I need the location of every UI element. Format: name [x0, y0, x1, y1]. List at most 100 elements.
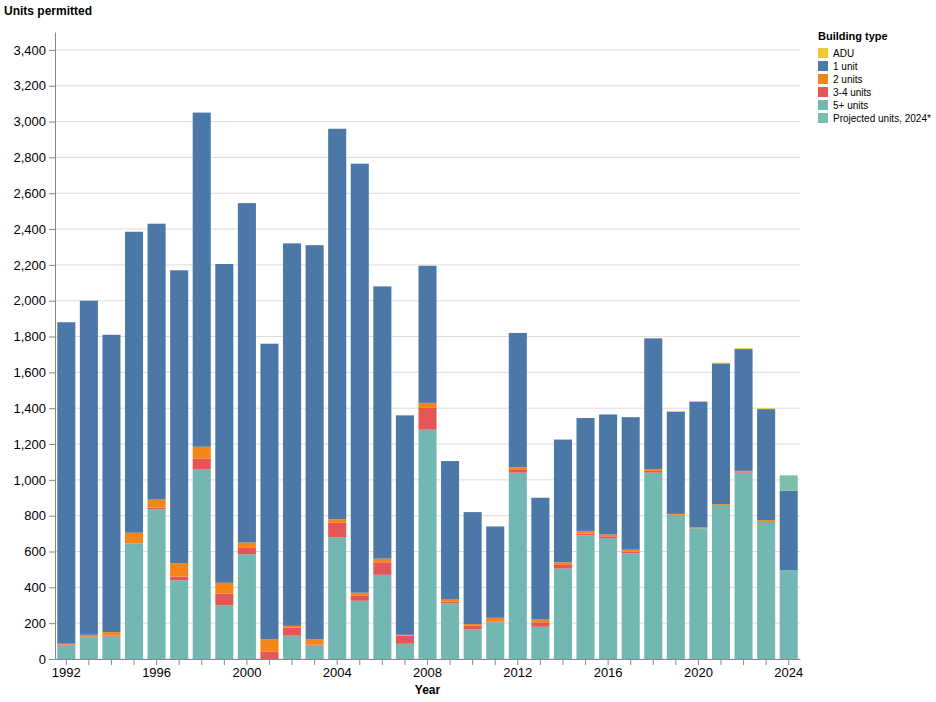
- y-tick-mark: [49, 516, 55, 517]
- x-tick-label: 2008: [413, 665, 442, 680]
- grid-line: [55, 229, 800, 230]
- bar-segment: [531, 498, 549, 620]
- x-tick-mark: [562, 659, 563, 665]
- bar-segment: [757, 408, 775, 410]
- bar-segment: [486, 618, 504, 622]
- bar-segment: [441, 599, 459, 602]
- grid-line: [55, 264, 800, 265]
- bar-segment: [509, 473, 527, 659]
- bar-segment: [554, 440, 572, 563]
- bar-segment: [667, 515, 685, 659]
- legend-label: ADU: [833, 48, 854, 59]
- bar-segment: [215, 594, 233, 606]
- bar-segment: [757, 522, 775, 659]
- grid-line: [55, 121, 800, 122]
- bar-segment: [599, 536, 617, 538]
- legend-swatch: [818, 61, 828, 71]
- bar-segment: [283, 628, 301, 636]
- bar-segment: [418, 403, 436, 407]
- legend-swatch: [818, 113, 828, 123]
- bar-segment: [215, 583, 233, 594]
- bar-segment: [215, 263, 233, 264]
- bar-segment: [260, 639, 278, 652]
- x-tick: [179, 659, 180, 665]
- x-tick-mark: [314, 659, 315, 665]
- x-tick-label: 2000: [232, 665, 261, 680]
- x-tick: 1996: [142, 659, 171, 680]
- x-tick-mark: [134, 659, 135, 665]
- y-tick-label: 400: [24, 580, 46, 595]
- bar-segment: [418, 407, 436, 429]
- x-tick: [766, 659, 767, 665]
- y-tick: 800: [24, 508, 55, 523]
- bar-segment: [464, 512, 482, 513]
- bar-segment: [441, 602, 459, 604]
- bar-segment: [464, 624, 482, 626]
- bar-segment: [328, 537, 346, 659]
- bar-segment: [125, 231, 143, 232]
- y-tick-label: 600: [24, 544, 46, 559]
- x-tick-mark: [450, 659, 451, 665]
- bar-segment: [599, 534, 617, 536]
- x-tick: [111, 659, 112, 665]
- bar-segment: [689, 401, 707, 403]
- grid-line: [55, 49, 800, 50]
- bar-segment: [509, 333, 527, 467]
- legend-swatch: [818, 74, 828, 84]
- bar-segment: [351, 593, 369, 596]
- bar-segment: [644, 469, 662, 471]
- chart: 02004006008001,0001,2001,4001,6001,8002,…: [0, 0, 936, 702]
- y-tick-mark: [49, 444, 55, 445]
- bar-segment: [554, 562, 572, 565]
- bar-segment: [328, 128, 346, 129]
- bar-segment: [238, 543, 256, 548]
- x-tick-mark: [743, 659, 744, 665]
- x-tick-mark: [382, 659, 383, 665]
- x-tick: [224, 659, 225, 665]
- y-tick-mark: [49, 157, 55, 158]
- x-tick-mark: [720, 659, 721, 665]
- y-tick: 2,200: [13, 258, 55, 273]
- bar-segment: [667, 412, 685, 514]
- bar-segment: [577, 418, 595, 419]
- y-tick: 3,000: [13, 114, 55, 129]
- y-tick: 600: [24, 544, 55, 559]
- bar-segment: [780, 475, 798, 490]
- x-tick: 2000: [232, 659, 261, 680]
- bars: [57, 113, 797, 659]
- bar-segment: [148, 500, 166, 508]
- y-tick-mark: [49, 122, 55, 123]
- bar-segment: [260, 652, 278, 659]
- bar-segment: [577, 535, 595, 659]
- x-tick-mark: [66, 659, 67, 665]
- y-tick-mark: [49, 659, 55, 660]
- x-tick: [540, 659, 541, 665]
- bar-segment: [486, 526, 504, 527]
- grid: [55, 50, 800, 659]
- bar-segment: [215, 605, 233, 659]
- bar-segment: [283, 626, 301, 628]
- x-tick: [653, 659, 654, 665]
- x-tick: [720, 659, 721, 665]
- x-tick-mark: [359, 659, 360, 665]
- bar-segment: [577, 418, 595, 531]
- x-tick: [201, 659, 202, 665]
- bar-segment: [418, 430, 436, 659]
- bar-segment: [148, 508, 166, 510]
- bar-segment: [554, 565, 572, 569]
- x-tick: [359, 659, 360, 665]
- bar-segment: [170, 577, 188, 581]
- y-tick-label: 2,400: [13, 222, 46, 237]
- x-tick-mark: [585, 659, 586, 665]
- bar-segment: [531, 627, 549, 659]
- legend-swatch: [818, 100, 828, 110]
- bar-segment: [148, 223, 166, 224]
- bar-segment: [306, 245, 324, 246]
- bar-segment: [238, 203, 256, 542]
- bar-segment: [170, 270, 188, 563]
- bar-segment: [170, 270, 188, 271]
- bar-segment: [260, 344, 278, 640]
- legend: Building typeADU1 unit2 units3-4 units5+…: [818, 30, 931, 124]
- bar-segment: [486, 526, 504, 617]
- bar-segment: [193, 447, 211, 459]
